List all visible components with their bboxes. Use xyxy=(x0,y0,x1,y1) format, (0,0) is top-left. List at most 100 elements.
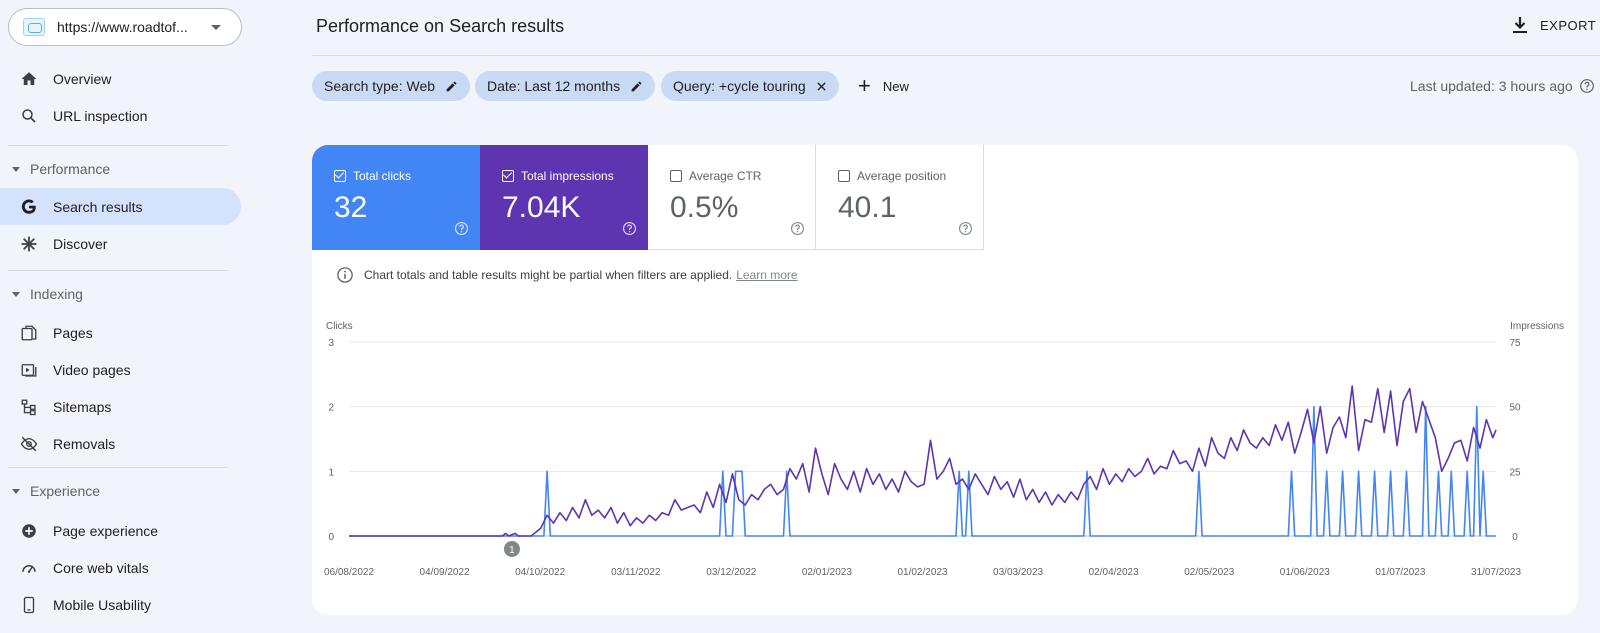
annotation-marker xyxy=(503,541,520,557)
x-tick-label: 03/03/2023 xyxy=(993,567,1043,578)
plus-circle-icon xyxy=(20,522,38,540)
new-filter-button[interactable]: + New xyxy=(858,71,909,101)
close-icon[interactable] xyxy=(816,81,827,92)
sidebar-item-discover[interactable]: Discover xyxy=(0,225,241,262)
video-icon xyxy=(20,361,38,379)
sidebar-item-label: Core web vitals xyxy=(53,559,149,576)
metric-value: 0.5% xyxy=(670,191,739,224)
filter-chip-query[interactable]: Query: +cycle touring xyxy=(661,71,839,101)
help-icon[interactable] xyxy=(454,221,469,236)
last-updated-text: Last updated: 3 hours ago xyxy=(1410,78,1573,94)
sidebar-item-label: Sitemaps xyxy=(53,398,112,415)
sidebar-item-removals[interactable]: Removals xyxy=(0,425,241,462)
help-icon[interactable] xyxy=(1579,78,1595,94)
help-icon[interactable] xyxy=(958,221,973,236)
collapse-arrow-icon xyxy=(12,488,20,494)
metric-average-position[interactable]: Average position 40.1 xyxy=(816,145,984,250)
google-g-icon xyxy=(20,198,38,216)
sidebar-item-label: URL inspection xyxy=(53,107,148,124)
divider xyxy=(8,467,228,468)
sidebar-item-core-web-vitals[interactable]: Core web vitals xyxy=(0,549,241,586)
property-selector[interactable]: https://www.roadtof... xyxy=(8,8,242,46)
filter-chip-search-type[interactable]: Search type: Web xyxy=(312,71,471,101)
checkbox-checked-icon[interactable] xyxy=(502,170,514,182)
collapse-arrow-icon xyxy=(12,166,20,172)
asterisk-icon xyxy=(20,235,38,253)
left-tick-label: 0 xyxy=(328,532,334,543)
sidebar-item-pages[interactable]: Pages xyxy=(0,314,241,351)
sidebar-item-label: Video pages xyxy=(53,361,131,378)
section-label: Performance xyxy=(30,161,111,177)
edit-icon[interactable] xyxy=(445,80,458,93)
new-label: New xyxy=(882,78,909,94)
help-icon[interactable] xyxy=(622,221,637,236)
sidebar: https://www.roadtof... Overview URL insp… xyxy=(0,0,245,633)
home-icon xyxy=(20,70,38,88)
page-title: Performance on Search results xyxy=(316,16,565,36)
pages-icon xyxy=(20,324,38,342)
sidebar-item-label: Pages xyxy=(53,324,93,341)
filter-chip-date[interactable]: Date: Last 12 months xyxy=(475,71,656,101)
section-label: Experience xyxy=(30,483,101,499)
section-experience[interactable]: Experience xyxy=(12,483,100,499)
x-tick-label: 03/12/2022 xyxy=(706,567,756,578)
help-icon[interactable] xyxy=(790,221,805,236)
metric-label: Total impressions xyxy=(521,169,614,183)
metric-label: Average position xyxy=(857,169,947,183)
plus-icon: + xyxy=(858,73,871,98)
edit-icon[interactable] xyxy=(630,80,643,93)
x-tick-label: 04/10/2022 xyxy=(515,567,565,578)
sidebar-item-overview[interactable]: Overview xyxy=(0,60,241,97)
annotation-label: 1 xyxy=(509,545,515,556)
section-label: Indexing xyxy=(30,286,83,302)
learn-more-link[interactable]: Learn more xyxy=(736,268,798,282)
filter-notice: Chart totals and table results might be … xyxy=(336,266,798,284)
export-label: EXPORT xyxy=(1540,17,1597,33)
left-tick-label: 3 xyxy=(328,338,334,349)
sidebar-item-sitemaps[interactable]: Sitemaps xyxy=(0,388,241,425)
checkbox-checked-icon[interactable] xyxy=(334,170,346,182)
right-tick-label: 0 xyxy=(1512,532,1518,543)
chip-label: Search type: Web xyxy=(324,78,436,94)
right-tick-label: 25 xyxy=(1509,467,1521,478)
chevron-down-icon xyxy=(211,24,221,30)
right-tick-label: 50 xyxy=(1509,403,1521,414)
sidebar-item-video-pages[interactable]: Video pages xyxy=(0,351,241,388)
clicks-series-line xyxy=(349,405,1496,537)
download-icon xyxy=(1513,17,1527,33)
sidebar-item-page-experience[interactable]: Page experience xyxy=(0,512,241,549)
eye-off-icon xyxy=(20,435,38,453)
last-updated: Last updated: 3 hours ago xyxy=(1410,78,1595,94)
section-indexing[interactable]: Indexing xyxy=(12,286,83,302)
checkbox-unchecked-icon[interactable] xyxy=(670,170,682,182)
x-tick-label: 06/08/2022 xyxy=(324,567,374,578)
metric-total-clicks[interactable]: Total clicks 32 xyxy=(312,145,480,250)
sidebar-item-search-results[interactable]: Search results xyxy=(0,188,241,225)
sidebar-item-label: Page experience xyxy=(53,522,159,539)
sidebar-item-label: Removals xyxy=(53,435,116,452)
site-favicon-icon xyxy=(23,18,45,36)
search-icon xyxy=(20,107,38,125)
divider xyxy=(312,55,1600,56)
impressions-series-line xyxy=(349,385,1497,537)
checkbox-unchecked-icon[interactable] xyxy=(838,170,850,182)
sitemap-icon xyxy=(20,398,38,416)
x-tick-label: 31/07/2023 xyxy=(1471,567,1521,578)
section-performance[interactable]: Performance xyxy=(12,161,110,177)
export-button[interactable]: EXPORT xyxy=(1512,16,1596,34)
sidebar-item-url-inspection[interactable]: URL inspection xyxy=(0,97,241,134)
metric-label: Total clicks xyxy=(353,169,412,183)
chip-label: Date: Last 12 months xyxy=(487,78,621,94)
sidebar-item-mobile-usability[interactable]: Mobile Usability xyxy=(0,586,241,623)
metric-total-impressions[interactable]: Total impressions 7.04K xyxy=(480,145,648,250)
left-tick-label: 1 xyxy=(328,467,334,478)
property-url: https://www.roadtof... xyxy=(57,19,188,35)
notice-text: Chart totals and table results might be … xyxy=(364,268,733,282)
sidebar-item-label: Mobile Usability xyxy=(53,596,152,613)
right-tick-label: 75 xyxy=(1509,338,1521,349)
left-axis-ticks: 0 1 2 3 xyxy=(328,338,334,543)
metric-average-ctr[interactable]: Average CTR 0.5% xyxy=(648,145,816,250)
chart-annotation[interactable]: 1 xyxy=(503,541,520,557)
sidebar-item-label: Overview xyxy=(53,70,112,87)
metric-value: 32 xyxy=(334,191,368,224)
